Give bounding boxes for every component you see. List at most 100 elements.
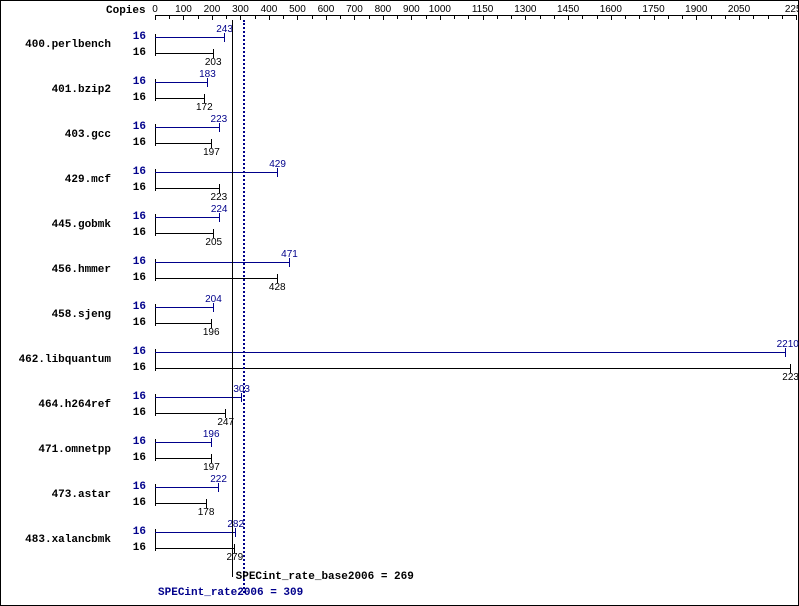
benchmark-label: 471.omnetpp (1, 444, 111, 456)
bar-base (155, 503, 206, 504)
bar-peak (155, 487, 218, 488)
bar-value-peak: 471 (281, 249, 298, 260)
bar-value-peak: 204 (205, 294, 222, 305)
copies-value-peak: 16 (126, 256, 146, 268)
copies-value-peak: 16 (126, 121, 146, 133)
axis-tick-label: 1000 (429, 4, 451, 15)
bar-value-base: 279 (226, 552, 243, 563)
axis-tick-label: 1450 (557, 4, 579, 15)
benchmark-label: 403.gcc (1, 129, 111, 141)
bar-peak (155, 532, 235, 533)
benchmark-label: 483.xalancbmk (1, 534, 111, 546)
bar-value-peak: 196 (203, 429, 220, 440)
bar-value-base: 428 (269, 282, 286, 293)
benchmark-label: 429.mcf (1, 174, 111, 186)
bar-value-peak: 243 (216, 24, 233, 35)
benchmark-label: 401.bzip2 (1, 84, 111, 96)
bar-peak (155, 307, 213, 308)
copies-value-peak: 16 (126, 481, 146, 493)
copies-value-peak: 16 (126, 31, 146, 43)
axis-tick-label: 200 (204, 4, 221, 15)
bar-peak (155, 172, 277, 173)
reference-line-peak (243, 20, 245, 593)
copies-value-base: 16 (126, 362, 146, 374)
benchmark-label: 445.gobmk (1, 219, 111, 231)
reference-line-base (232, 20, 233, 577)
axis-tick-label: 100 (175, 4, 192, 15)
copies-header: Copies (106, 5, 146, 17)
copies-value-peak: 16 (126, 76, 146, 88)
benchmark-label: 462.libquantum (1, 354, 111, 366)
benchmark-chart: Copies 0 100 200 300 400 500 600 700 800 900 1000 1… (0, 0, 799, 606)
copies-value-base: 16 (126, 137, 146, 149)
bar-value-base: 205 (205, 237, 222, 248)
axis-tick-label: 1900 (685, 4, 707, 15)
bar-value-peak: 183 (199, 69, 216, 80)
copies-value-base: 16 (126, 182, 146, 194)
axis-tick-label: 0 (152, 4, 158, 15)
axis-tick-label: 1300 (514, 4, 536, 15)
bar-value-peak: 224 (211, 204, 228, 215)
bar-base (155, 233, 213, 234)
axis-tick-label: 700 (346, 4, 363, 15)
copies-value-peak: 16 (126, 211, 146, 223)
copies-value-base: 16 (126, 542, 146, 554)
bar-base (155, 323, 211, 324)
bar-value-base: 2230 (782, 372, 799, 383)
bar-base (155, 53, 213, 54)
copies-value-peak: 16 (126, 436, 146, 448)
copies-value-peak: 16 (126, 301, 146, 313)
bar-base (155, 413, 225, 414)
bar-value-peak: 223 (211, 114, 228, 125)
bar-base (155, 188, 219, 189)
footer-base-label: SPECint_rate_base2006 = 269 (236, 571, 414, 583)
axis-tick-label: 300 (232, 4, 249, 15)
bar-value-base: 223 (211, 192, 228, 203)
benchmark-label: 456.hmmer (1, 264, 111, 276)
bar-base (155, 458, 211, 459)
bar-peak (155, 397, 241, 398)
copies-value-peak: 16 (126, 391, 146, 403)
bar-peak (155, 82, 207, 83)
copies-value-base: 16 (126, 407, 146, 419)
bar-peak (155, 262, 289, 263)
axis-tick-label: 1750 (642, 4, 664, 15)
copies-value-peak: 16 (126, 166, 146, 178)
axis-tick-label: 2050 (728, 4, 750, 15)
bar-peak (155, 37, 224, 38)
bar-base (155, 548, 234, 549)
benchmark-label: 458.sjeng (1, 309, 111, 321)
bar-value-base: 197 (203, 147, 220, 158)
copies-value-base: 16 (126, 47, 146, 59)
bar-base (155, 98, 204, 99)
bar-value-base: 197 (203, 462, 220, 473)
bar-value-peak: 303 (233, 384, 250, 395)
axis-tick-label: 800 (375, 4, 392, 15)
bar-base (155, 143, 211, 144)
copies-value-base: 16 (126, 92, 146, 104)
benchmark-label: 464.h264ref (1, 399, 111, 411)
benchmark-label: 400.perlbench (1, 39, 111, 51)
bar-base (155, 278, 277, 279)
copies-value-base: 16 (126, 452, 146, 464)
axis-tick-label: 500 (289, 4, 306, 15)
bar-value-peak: 429 (269, 159, 286, 170)
benchmark-label: 473.astar (1, 489, 111, 501)
axis-tick-label: 1150 (472, 4, 494, 15)
bar-peak (155, 352, 785, 353)
bar-base (155, 368, 790, 369)
bar-value-base: 178 (198, 507, 215, 518)
axis-tick-label: 900 (403, 4, 420, 15)
axis-tick-label: 2250 (785, 4, 799, 15)
footer-peak-label: SPECint_rate2006 = 309 (158, 587, 303, 599)
bar-value-peak: 2210 (777, 339, 799, 350)
bar-value-peak: 282 (227, 519, 244, 530)
axis-tick-label: 600 (318, 4, 335, 15)
copies-value-peak: 16 (126, 346, 146, 358)
copies-value-base: 16 (126, 227, 146, 239)
bar-value-base: 203 (205, 57, 222, 68)
bar-peak (155, 127, 219, 128)
axis-tick-label: 400 (261, 4, 278, 15)
axis-tick-label: 1600 (600, 4, 622, 15)
bar-value-base: 172 (196, 102, 213, 113)
